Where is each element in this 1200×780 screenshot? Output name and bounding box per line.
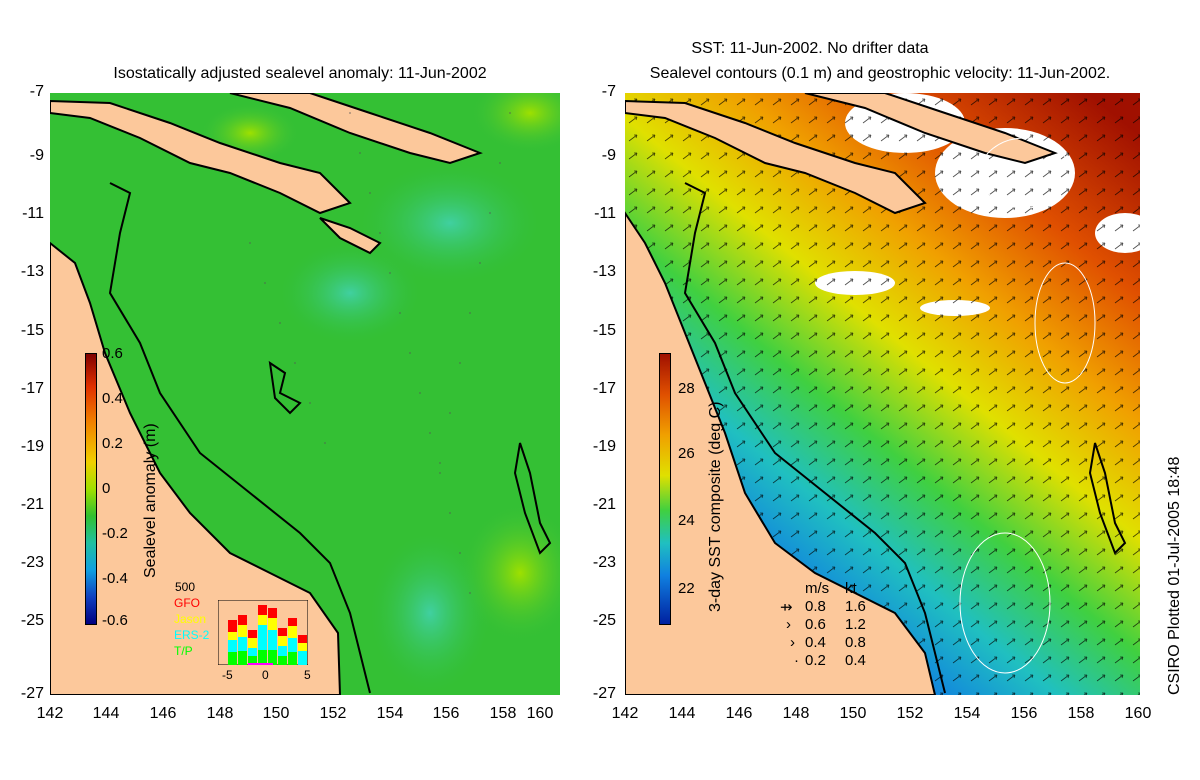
lat-tick: -17 — [20, 380, 44, 397]
lat-tick: -23 — [592, 554, 616, 571]
lon-tick: 144 — [92, 705, 120, 722]
lon-tick: 154 — [376, 705, 404, 722]
sst-colorbar-label: 3-day SST composite (deg C) — [707, 401, 724, 612]
lat-tick: -15 — [20, 322, 44, 339]
lon-tick: 148 — [206, 705, 234, 722]
lat-tick: -27 — [20, 685, 44, 702]
lon-tick: 142 — [611, 705, 639, 722]
sst-colorbar-tick: 26 — [678, 445, 695, 462]
lon-tick: 152 — [896, 705, 924, 722]
sst-colorbar-tick: 24 — [678, 512, 695, 529]
lon-tick: 160 — [526, 705, 554, 722]
inset-bar-plot — [218, 600, 308, 665]
lat-tick: -13 — [20, 263, 44, 280]
right-map-title-line2: Sealevel contours (0.1 m) and geostrophi… — [649, 65, 1111, 82]
sst-colorbar — [659, 353, 671, 625]
velocity-legend-kt: 1.6 — [845, 598, 866, 615]
inset-xtick: 5 — [304, 668, 311, 682]
velocity-arrow-icon: · — [794, 652, 799, 669]
lat-tick: -15 — [592, 322, 616, 339]
velocity-legend-kt: 1.2 — [845, 616, 866, 633]
lat-tick: -13 — [592, 263, 616, 280]
sst-map — [625, 93, 1140, 695]
inset-top-label: 500 — [175, 580, 196, 594]
velocity-arrow-icon: › — [786, 616, 791, 633]
lon-tick: 150 — [262, 705, 290, 722]
lon-tick: 144 — [668, 705, 696, 722]
sealevel-anomaly-map — [50, 93, 560, 695]
velocity-arrow-icon: › — [790, 634, 795, 651]
lat-tick: -7 — [29, 83, 44, 100]
lat-tick: -9 — [29, 147, 44, 164]
sla-colorbar-tick: -0.4 — [102, 570, 128, 587]
lon-tick: 150 — [839, 705, 867, 722]
lon-tick: 148 — [782, 705, 810, 722]
plot-credit-caption: CSIRO Plotted 01-Jul-2005 18:48 — [1166, 456, 1183, 695]
lon-tick: 158 — [1067, 705, 1095, 722]
lat-tick: -17 — [592, 380, 616, 397]
lat-tick: -11 — [22, 205, 44, 222]
left-map-title: Isostatically adjusted sealevel anomaly:… — [113, 65, 487, 82]
lat-tick: -27 — [592, 685, 616, 702]
velocity-legend-header-ms: m/s — [805, 580, 830, 597]
sla-colorbar-tick: 0.2 — [102, 435, 123, 452]
inset-sat-jason: Jason — [174, 612, 207, 626]
velocity-legend-ms: 0.8 — [805, 598, 826, 615]
lon-tick: 156 — [1010, 705, 1038, 722]
lon-tick: 146 — [149, 705, 177, 722]
lon-tick: 156 — [432, 705, 460, 722]
inset-xtick: 0 — [262, 668, 269, 682]
lat-tick: -9 — [601, 147, 616, 164]
sla-colorbar-tick: -0.6 — [102, 612, 128, 629]
right-map-title-line1: SST: 11-Jun-2002. No drifter data — [691, 40, 929, 57]
lat-tick: -25 — [592, 612, 616, 629]
sst-colorbar-tick: 28 — [678, 380, 695, 397]
lat-tick: -19 — [592, 438, 616, 455]
velocity-legend-header-kt: kt — [845, 580, 857, 597]
velocity-legend-kt: 0.8 — [845, 634, 866, 651]
lat-tick: -7 — [601, 83, 616, 100]
lon-tick: 154 — [953, 705, 981, 722]
lon-tick: 160 — [1124, 705, 1152, 722]
lat-tick: -23 — [20, 554, 44, 571]
sla-colorbar-tick: 0 — [102, 480, 111, 497]
sla-colorbar-tick: -0.2 — [102, 525, 128, 542]
lat-tick: -19 — [20, 438, 44, 455]
sla-colorbar-tick: 0.6 — [102, 345, 123, 362]
velocity-legend-ms: 0.2 — [805, 652, 826, 669]
sla-colorbar-label: Sealevel anomaly (m) — [142, 423, 159, 578]
lat-tick: -25 — [20, 612, 44, 629]
sla-colorbar — [85, 353, 97, 625]
inset-sat-tp: T/P — [174, 644, 193, 658]
inset-sat-ers2: ERS-2 — [174, 628, 210, 642]
velocity-legend-ms: 0.4 — [805, 634, 826, 651]
velocity-legend-kt: 0.4 — [845, 652, 866, 669]
inset-xtick: -5 — [222, 668, 233, 682]
lat-tick: -21 — [592, 496, 616, 513]
sst-colorbar-tick: 22 — [678, 580, 695, 597]
lon-tick: 152 — [319, 705, 347, 722]
inset-sat-gfo: GFO — [174, 596, 200, 610]
velocity-legend-ms: 0.6 — [805, 616, 826, 633]
lat-tick: -21 — [20, 496, 44, 513]
lon-tick: 142 — [36, 705, 64, 722]
altimetry-inset: 500 GFO Jason ERS-2 T/P -5 0 5 — [170, 580, 315, 685]
velocity-arrow-icon: ⇸ — [780, 599, 793, 616]
lon-tick: 158 — [489, 705, 517, 722]
lat-tick: -11 — [594, 205, 616, 222]
sla-colorbar-tick: 0.4 — [102, 390, 123, 407]
lon-tick: 146 — [725, 705, 753, 722]
